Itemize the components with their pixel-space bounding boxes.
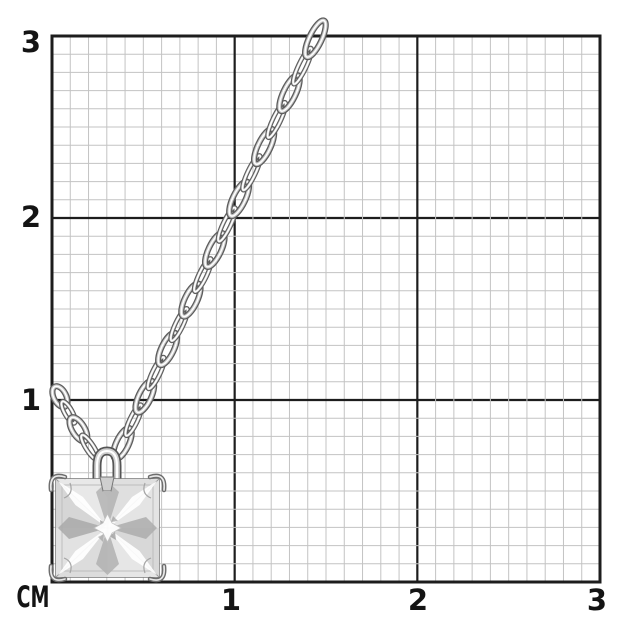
chain-link [276,72,303,115]
x-axis-tick-2: 2 [408,583,428,617]
chain-link [123,402,145,439]
y-axis-tick-1: 1 [21,383,41,417]
chain-link [215,205,239,244]
chain-link [59,398,78,426]
pendant-necklace [48,17,329,583]
pendant-bail [92,446,122,494]
axis-labels: 3 2 1 СМ 1 2 3 [17,25,608,617]
chain-link [240,153,263,193]
prong-bottom-right [147,563,167,583]
princess-cut-diamond [55,478,160,578]
chain-link [201,229,228,271]
chain-link [290,45,315,87]
prong-top-right [147,473,167,493]
chain-link [168,305,191,344]
chain-link [49,383,71,411]
y-axis-tick-3: 3 [21,25,41,59]
bail-mount [99,476,115,497]
chain-link [66,414,91,445]
chain-link [155,329,181,369]
prong-bottom-left [48,563,68,583]
chain-link [132,377,158,416]
unit-label: СМ [17,580,50,614]
chain-link [265,99,289,141]
x-axis-tick-3: 3 [587,583,607,617]
x-axis-tick-1: 1 [221,583,241,617]
prong-setting [48,473,167,583]
chain-right-strand [110,17,329,463]
chain-link [226,178,253,220]
chain-link [178,280,204,320]
chain-link [250,125,278,168]
chain-link [145,354,167,392]
prong-top-left [48,473,68,493]
chain-link [301,17,329,61]
chain-link [191,256,214,295]
y-axis-tick-2: 2 [21,200,41,234]
